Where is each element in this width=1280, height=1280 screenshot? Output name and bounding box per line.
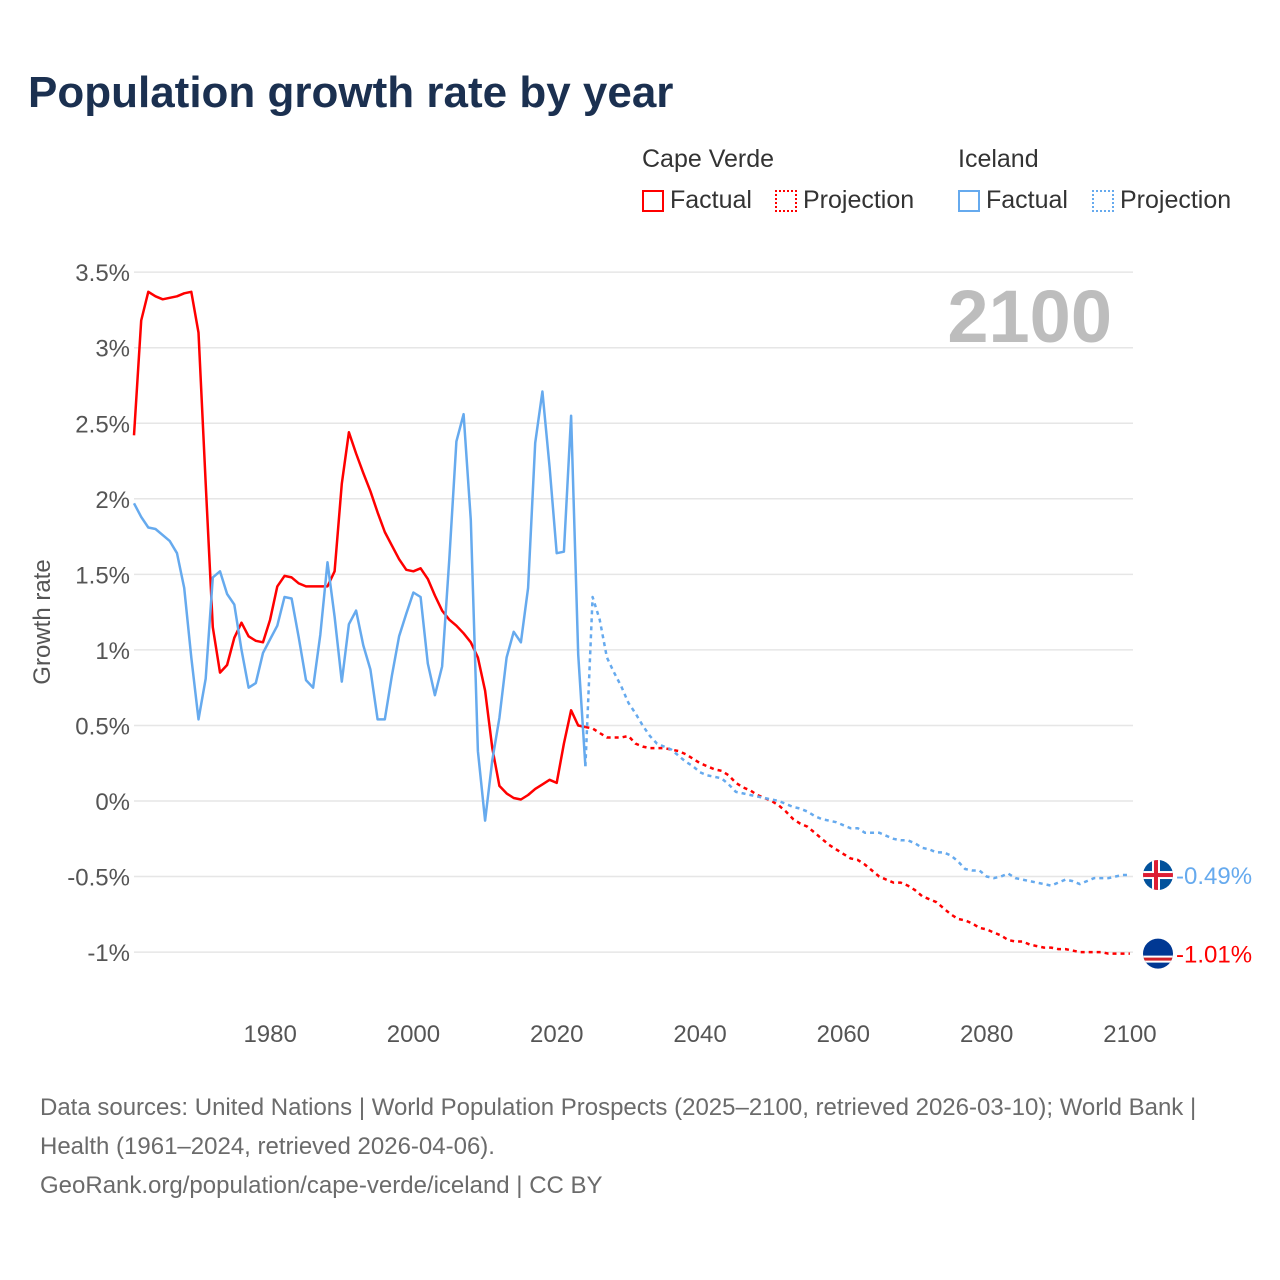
y-tick-label: 0% [95, 789, 130, 816]
legend-group-cape-verde: Cape Verde [642, 145, 775, 173]
chart-title: Population growth rate by year [28, 68, 674, 117]
y-tick-label: 2% [95, 487, 130, 514]
y-tick-label: 1.5% [75, 562, 130, 589]
legend-label: Factual [986, 186, 1068, 214]
legend-label: Factual [670, 186, 752, 214]
x-tick-label: 2000 [387, 1021, 440, 1048]
iceland-end-value: -0.49% [1176, 863, 1252, 890]
y-tick-label: 0.5% [75, 713, 130, 740]
y-tick-label: -1% [87, 940, 130, 967]
y-tick-label: 3.5% [75, 260, 130, 287]
y-tick-label: 3% [95, 336, 130, 363]
x-tick-label: 1980 [243, 1021, 296, 1048]
year-label: 2100 [947, 275, 1112, 358]
legend-swatch-solid [958, 189, 980, 212]
iceland-flag-icon [1143, 860, 1173, 891]
legend-iceland-factual[interactable]: Factual [958, 186, 1068, 215]
y-axis-label: Growth rate [29, 559, 56, 684]
series-line-iceland-factual [132, 390, 587, 822]
legend-cape-verde-projection[interactable]: Projection [775, 186, 914, 215]
legend-label: Projection [803, 186, 915, 214]
x-tick-label: 2040 [673, 1021, 726, 1048]
legend-cape-verde-factual[interactable]: Factual [642, 186, 752, 215]
legend-swatch-solid [642, 189, 664, 212]
legend-group-iceland: Iceland [958, 145, 1039, 173]
series-line-cape-verde-projection [585, 725, 1130, 955]
legend-label: Projection [1120, 186, 1232, 214]
series-line-cape-verde-factual [132, 290, 586, 801]
legend-swatch-dotted [775, 189, 797, 212]
x-tick-label: 2100 [1103, 1021, 1156, 1048]
sources-text: Data sources: United Nations | World Pop… [40, 1094, 1197, 1160]
y-tick-label: 1% [95, 638, 130, 665]
legend-iceland-projection[interactable]: Projection [1092, 186, 1231, 215]
series-line-iceland-projection [584, 595, 1130, 887]
legend-swatch-dotted [1092, 189, 1114, 212]
cape-verde-end-value: -1.01% [1176, 942, 1252, 969]
cape-verde-flag-icon [1143, 938, 1173, 969]
y-tick-label: 2.5% [75, 411, 130, 438]
x-tick-label: 2020 [530, 1021, 583, 1048]
attribution-link[interactable]: GeoRank.org/population/cape-verde/icelan… [40, 1172, 603, 1199]
x-tick-label: 2060 [817, 1021, 870, 1048]
x-tick-label: 2080 [960, 1021, 1013, 1048]
y-tick-label: -0.5% [67, 865, 130, 892]
data-sources: Data sources: United Nations | World Pop… [40, 1088, 1240, 1205]
